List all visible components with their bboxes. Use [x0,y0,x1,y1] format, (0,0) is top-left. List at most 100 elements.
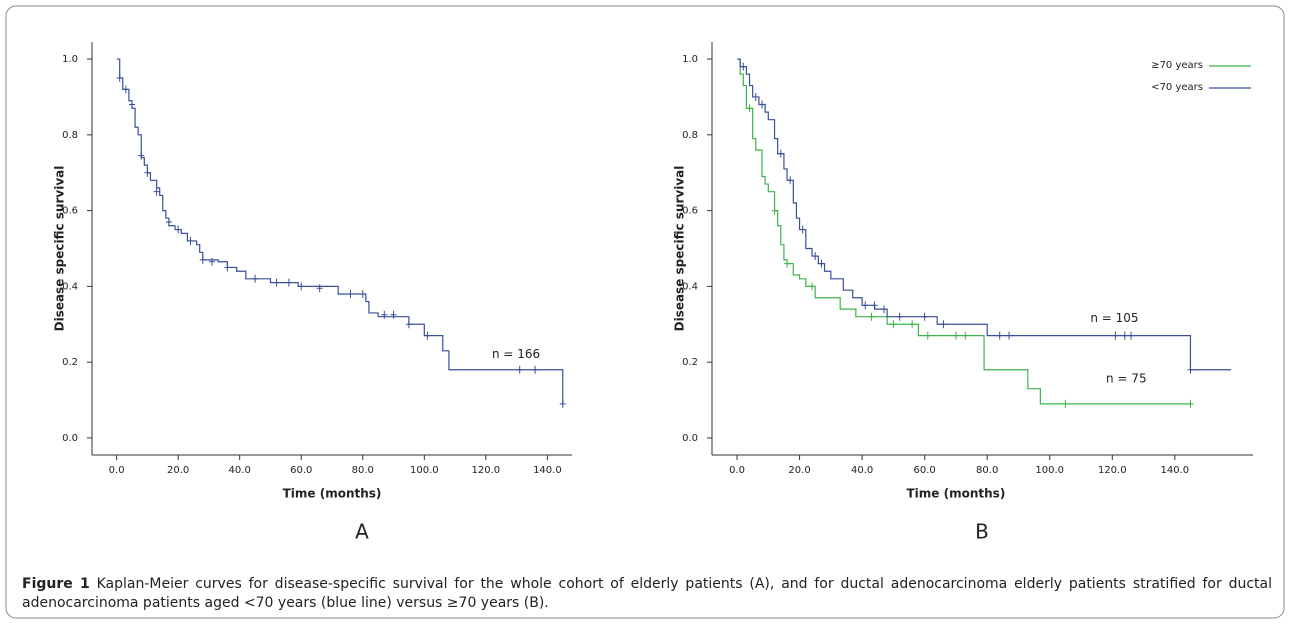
censor-mark [924,331,931,340]
censor-mark [890,320,897,329]
censor-mark [129,100,135,109]
y-tick-label: 0.2 [682,357,698,368]
legend-label: ≥70 years [1151,60,1203,71]
censor-mark [896,312,903,321]
frame [5,5,1285,619]
caption-text: Kaplan-Meier curves for disease-specific… [22,576,1272,611]
x-tick-label: 60.0 [290,465,312,476]
censor-mark [405,320,412,329]
annotation: n = 105 [1090,311,1138,325]
censor-mark [759,100,766,109]
x-tick-label: 140.0 [533,465,562,476]
x-tick-label: 100.0 [410,465,439,476]
y-tick-label: 0.4 [682,281,698,292]
x-tick-label: 80.0 [352,465,374,476]
censor-mark [784,259,791,268]
y-tick-label: 0.8 [62,130,78,141]
censor-mark [740,62,747,71]
censor-mark [298,282,305,291]
censor-mark [1187,399,1194,408]
x-axis-label: Time (months) [283,487,382,501]
censor-mark [799,225,806,234]
y-tick-label: 0.8 [682,130,698,141]
y-axis-label: Disease specific survival [53,166,67,332]
x-tick-label: 120.0 [472,465,501,476]
censor-mark [359,289,366,298]
x-tick-label: 60.0 [914,465,936,476]
y-tick-label: 1.0 [682,54,698,65]
censor-mark [962,331,969,340]
survival-curve [116,58,564,404]
caption: Figure 1 Kaplan-Meier curves for disease… [22,575,1272,613]
x-tick-label: 20.0 [167,465,189,476]
x-tick-label: 40.0 [229,465,251,476]
censor-mark [381,310,388,319]
y-tick-label: 0.0 [682,433,698,444]
x-tick-label: 0.0 [729,465,745,476]
censor-mark [209,257,215,266]
censor-mark [771,206,778,215]
censor-mark [952,331,959,340]
censor-mark [868,312,875,321]
censor-mark [153,187,160,196]
censor-mark [116,73,123,82]
survival-curve [737,58,1191,405]
censor-mark [752,92,759,101]
censor-mark [516,365,523,374]
x-tick-label: 80.0 [976,465,998,476]
x-tick-label: 100.0 [1035,465,1064,476]
censor-mark [224,263,231,272]
legend-label: <70 years [1151,82,1203,93]
censor-mark [940,320,947,329]
censor-mark [746,104,753,113]
panel-label: B [975,520,989,544]
annotation: n = 75 [1106,372,1147,386]
censor-mark [921,312,928,321]
censor-mark [909,320,916,329]
censor-mark [138,151,145,160]
censor-mark [347,289,354,298]
censor-mark [880,305,887,314]
y-tick-label: 0.4 [62,281,78,292]
caption-label: Figure 1 [22,576,90,592]
y-tick-label: 0.6 [62,206,78,217]
censor-mark [777,149,784,158]
censor-mark [187,236,194,245]
censor-mark [273,278,280,287]
censor-mark [144,168,151,177]
censor-mark [1187,365,1194,374]
annotation: n = 166 [492,347,540,361]
censor-mark [1121,331,1128,340]
censor-mark [175,225,182,234]
censor-mark [812,252,819,261]
x-tick-label: 20.0 [788,465,810,476]
censor-mark [871,301,878,310]
censor-mark [1128,331,1135,340]
censor-mark [199,255,206,264]
y-tick-label: 0.6 [682,206,698,217]
censor-mark [996,331,1003,340]
y-tick-label: 0.2 [62,357,78,368]
censor-mark [559,399,566,408]
censor-mark [1006,331,1013,340]
censor-mark [122,85,129,94]
y-tick-label: 0.0 [62,433,78,444]
censor-mark [818,259,825,268]
y-axis-label: Disease specific survival [673,166,687,332]
x-tick-label: 140.0 [1161,465,1190,476]
x-axis-label: Time (months) [907,487,1006,501]
censor-mark [532,365,539,374]
censor-mark [165,217,172,226]
censor-mark [390,310,397,319]
censor-mark [809,282,816,291]
censor-mark [787,176,794,185]
censor-mark [1062,399,1069,408]
x-tick-label: 40.0 [851,465,873,476]
censor-mark [285,278,292,287]
censor-mark [862,301,869,310]
censor-mark [1112,331,1119,340]
y-tick-label: 1.0 [62,54,78,65]
survival-curve [737,58,1232,371]
